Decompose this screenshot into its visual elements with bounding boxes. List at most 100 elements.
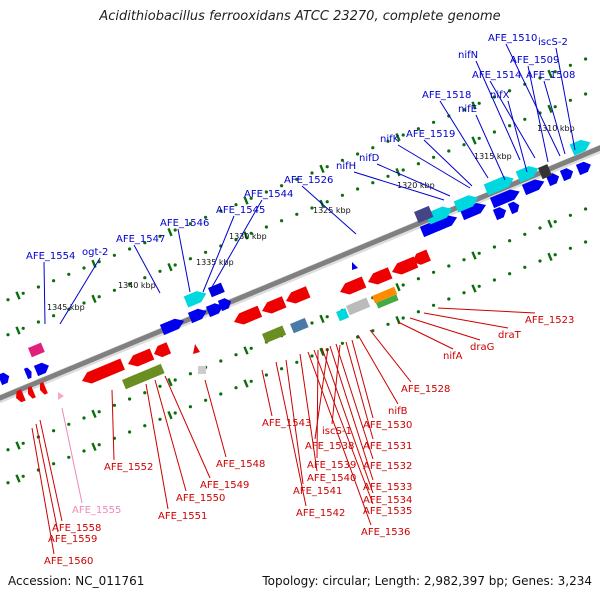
tick-dot	[416, 277, 420, 281]
leader-line	[285, 359, 304, 485]
tick-dot	[21, 326, 25, 330]
gene-reverse-arrow	[392, 256, 419, 275]
tick-dot	[6, 448, 10, 452]
tick-major	[167, 263, 173, 272]
gene-reverse-arrow	[82, 358, 125, 384]
gene-rna-block	[483, 176, 514, 196]
gene-reverse-arrow-shape	[154, 342, 172, 358]
gene-rna-block-shape	[425, 206, 453, 225]
leader-line	[423, 312, 509, 329]
gene-label-reverse: AFE_1549	[200, 480, 249, 491]
gene-label-reverse: AFE_1532	[363, 461, 412, 472]
gene-reverse-small	[193, 344, 200, 354]
gene-label-reverse: AFE_1535	[363, 506, 412, 517]
gene-pseudo-small	[58, 392, 64, 400]
tick-dot	[219, 209, 223, 213]
gene-label-forward: AFE_1544	[244, 189, 293, 200]
tick-dot	[584, 57, 588, 61]
tick-dot	[492, 245, 496, 249]
scale-tick-label: 1345 kbp	[47, 303, 85, 312]
gene-label-forward: AFE_1526	[284, 175, 333, 186]
leader-line	[164, 375, 211, 479]
tick-dot	[386, 174, 390, 178]
gene-label-forward: nifD	[359, 153, 380, 164]
tick-dot	[568, 246, 573, 250]
tick-dot	[52, 314, 56, 318]
tick-dot	[67, 272, 71, 276]
leader-line	[475, 114, 506, 181]
leader-line	[43, 261, 46, 325]
tick-dot	[204, 215, 208, 219]
leader-line	[397, 321, 454, 350]
gene-reverse-arrow-shape	[392, 256, 419, 275]
tick-dot	[67, 455, 71, 459]
leader-line	[59, 257, 101, 325]
tick-dot	[234, 203, 238, 207]
gene-forward-arrow-shape	[507, 201, 520, 215]
leader-line	[204, 379, 227, 458]
leader-line	[31, 427, 55, 555]
gene-rna-block-shape	[483, 176, 514, 196]
leader-line	[316, 349, 319, 459]
tick-dot	[143, 276, 147, 280]
tick-major	[91, 409, 97, 418]
leader-line	[211, 199, 263, 288]
gene-reverse-arrow	[128, 348, 155, 367]
gene-forward-arrow-shape	[205, 303, 223, 318]
gene-reverse-block	[262, 325, 287, 344]
gene-forward-arrow-shape	[575, 161, 591, 176]
gene-forward-arrow	[521, 179, 545, 196]
tick-dot	[204, 398, 208, 402]
gene-forward-block	[207, 282, 225, 298]
tick-major	[243, 346, 249, 355]
tick-dot	[477, 136, 481, 140]
tick-dot	[82, 416, 86, 420]
gene-reverse-arrow	[412, 249, 431, 265]
tick-dot	[234, 353, 238, 357]
leader-line	[555, 47, 576, 151]
gene-forward-arrow-shape	[492, 207, 507, 221]
tick-dot	[371, 146, 375, 150]
tick-dot	[584, 92, 588, 96]
tick-dot	[477, 101, 481, 105]
gene-reverse-arrow	[154, 342, 172, 358]
tick-major	[319, 314, 325, 323]
tick-dot	[143, 241, 147, 245]
gene-label-reverse: AFE_1531	[363, 441, 412, 452]
gene-label-reverse: AFE_1539	[307, 460, 356, 471]
gene-label-reverse: AFE_1538	[305, 441, 354, 452]
tick-dot	[356, 187, 360, 191]
tick-dot	[82, 301, 86, 305]
tick-dot	[447, 149, 451, 153]
tick-major	[15, 474, 21, 483]
gene-forward-arrow	[559, 168, 574, 182]
tick-dot	[67, 422, 71, 426]
gene-forward-block	[414, 205, 434, 224]
tick-dot	[219, 359, 223, 363]
gene-reverse-arrow-shape	[234, 305, 263, 325]
tick-major	[471, 101, 477, 110]
tick-dot	[416, 127, 420, 131]
gene-label-forward: AFE_1546	[160, 218, 209, 229]
leader-line	[111, 389, 115, 461]
leader-line	[357, 334, 399, 405]
tick-dot	[462, 108, 466, 112]
tick-dot	[310, 321, 314, 325]
gene-rna-block	[335, 308, 350, 322]
scale-tick-label: 1330 kbp	[229, 232, 267, 241]
tick-dot	[568, 213, 573, 217]
tick-major	[167, 228, 173, 237]
gene-reverse-arrow-shape	[128, 348, 155, 367]
tick-dot	[82, 266, 86, 270]
gene-forward-arrow	[0, 372, 10, 386]
leader-line	[39, 419, 63, 522]
gene-forward-arrow	[419, 215, 458, 238]
tick-dot	[295, 360, 299, 364]
gene-label-reverse: AFE_1552	[104, 462, 153, 473]
gene-forward-arrow	[205, 303, 223, 318]
tick-dot	[188, 405, 192, 409]
tick-dot	[523, 232, 527, 236]
tick-dot	[143, 391, 147, 395]
gene-label-reverse: AFE_1530	[363, 420, 412, 431]
tick-dot	[386, 322, 390, 326]
